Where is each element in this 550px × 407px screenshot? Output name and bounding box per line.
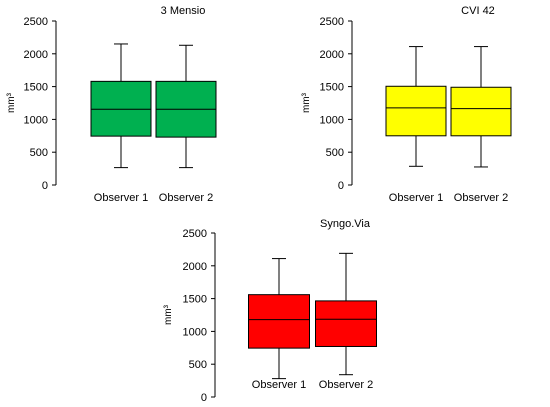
chart-title: Syngo.Via	[320, 218, 371, 230]
y-tick-label: 1500	[24, 82, 48, 94]
y-tick-label: 1000	[24, 114, 48, 126]
category-label: Observer 2	[454, 192, 508, 204]
y-tick-label: 500	[326, 147, 344, 159]
category-label: Observer 1	[389, 192, 443, 204]
y-axis-label: mm³	[301, 92, 312, 113]
y-tick-label: 1500	[183, 294, 207, 306]
chart-title: CVI 42	[461, 5, 495, 17]
chart-panel-2: CVI 42 mm³ 0 500 1000 1500 2000 2500 Observer 1 O…	[301, 5, 512, 204]
y-tick-label: 2500	[183, 228, 207, 240]
category-label: Observer 1	[252, 379, 306, 391]
box-observer-1	[385, 46, 447, 167]
y-tick-label: 2500	[320, 16, 344, 28]
category-label: Observer 1	[94, 192, 148, 204]
iqr-box	[385, 85, 447, 137]
iqr-box	[450, 86, 512, 137]
y-tick-label: 2000	[183, 261, 207, 273]
y-tick-label: 500	[189, 359, 207, 371]
box-observer-2	[315, 252, 377, 376]
y-tick-label: 1000	[320, 114, 344, 126]
box-observer-2	[450, 46, 512, 168]
y-tick-label: 0	[201, 392, 207, 404]
y-tick-label: 2500	[24, 16, 48, 28]
y-tick-label: 0	[42, 180, 48, 192]
iqr-box	[315, 300, 377, 347]
category-label: Observer 2	[159, 192, 213, 204]
y-tick-label: 0	[338, 180, 344, 192]
y-axis-label: mm³	[6, 92, 17, 113]
y-tick-label: 2000	[24, 49, 48, 61]
y-axis-label: mm³	[163, 304, 174, 325]
chart-panel-1: 3 Mensio mm³ 0 500 1000 1500 2000 2500 Observer …	[6, 5, 217, 204]
box-observer-1	[248, 258, 310, 380]
chart-title: 3 Mensio	[161, 5, 206, 17]
y-tick-label: 1000	[183, 326, 207, 338]
y-tick-label: 500	[30, 147, 48, 159]
category-label: Observer 2	[319, 379, 373, 391]
box-observer-1	[90, 43, 152, 169]
y-tick-label: 2000	[320, 49, 344, 61]
box-observer-2	[155, 44, 217, 169]
chart-panel-3: Syngo.Via mm³ 0 500 1000 1500 2000 2500 Observer…	[163, 218, 377, 404]
y-tick-label: 1500	[320, 82, 344, 94]
iqr-box	[248, 294, 310, 349]
